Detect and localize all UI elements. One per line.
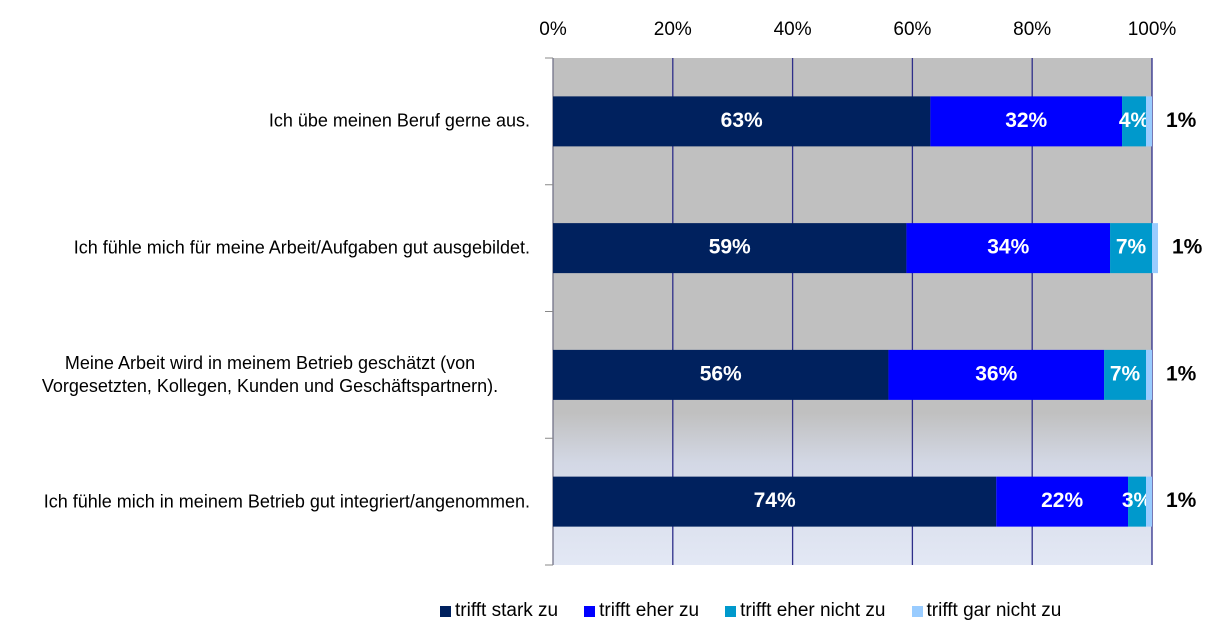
category-label: Ich übe meinen Beruf gerne aus. — [268, 110, 530, 131]
value-label: 3% — [1122, 489, 1153, 512]
value-label: 22% — [1041, 489, 1083, 512]
x-tick-label: 0% — [539, 19, 567, 40]
category-label: Ich fühle mich für meine Arbeit/Aufgaben… — [73, 237, 530, 258]
bar — [1146, 349, 1152, 400]
bar — [1110, 223, 1152, 274]
bar — [553, 349, 889, 400]
legend-label: trifft stark zu — [455, 600, 559, 621]
legend-swatch — [725, 605, 737, 617]
bar — [1128, 476, 1147, 527]
bar — [1152, 223, 1158, 274]
legend-swatch — [584, 605, 596, 617]
legend-item: trifft gar nicht zu — [911, 600, 1062, 622]
value-label: 7% — [1116, 236, 1147, 259]
bar — [553, 476, 997, 527]
bar — [930, 96, 1123, 147]
value-label: 32% — [1005, 109, 1047, 132]
x-tick-label: 80% — [1013, 19, 1051, 40]
category-label: Meine Arbeit wird in meinem Betrieb gesc… — [41, 352, 499, 396]
value-label: 34% — [987, 236, 1029, 259]
value-label: 56% — [700, 362, 742, 385]
bar — [996, 476, 1129, 527]
value-label: 1% — [1172, 236, 1203, 259]
legend-swatch — [440, 605, 451, 617]
legend-item: trifft stark zu — [440, 600, 558, 622]
value-label: 59% — [709, 236, 751, 259]
bar — [553, 223, 907, 274]
legend-label: trifft eher zu — [599, 600, 700, 621]
bar — [553, 96, 931, 147]
bar — [1146, 476, 1152, 527]
legend-swatch — [911, 605, 923, 617]
value-label: 4% — [1119, 109, 1150, 132]
value-label: 1% — [1166, 109, 1197, 132]
legend-label: trifft gar nicht zu — [926, 600, 1062, 621]
legend: trifft stark zu trifft eher zu trifft eher… — [440, 600, 1061, 622]
category-label: Ich fühle mich in meinem Betrieb gut int… — [43, 491, 530, 512]
x-tick-label: 100% — [1128, 19, 1177, 40]
bar — [1104, 349, 1147, 400]
legend-label: trifft eher nicht zu — [740, 600, 886, 621]
x-tick-label: 20% — [654, 19, 692, 40]
value-label: 7% — [1110, 362, 1141, 385]
value-label: 74% — [754, 489, 796, 512]
value-label: 63% — [721, 109, 763, 132]
bar — [1122, 96, 1147, 147]
legend-item: trifft eher zu — [584, 600, 699, 622]
value-label: 1% — [1166, 362, 1197, 385]
x-tick-label: 60% — [893, 19, 931, 40]
value-label: 36% — [975, 362, 1017, 385]
legend-item: trifft eher nicht zu — [725, 600, 886, 622]
bar — [1146, 96, 1152, 147]
x-tick-label: 40% — [774, 19, 812, 40]
value-label: 1% — [1166, 489, 1197, 512]
bar — [888, 349, 1105, 400]
bar — [906, 223, 1111, 274]
